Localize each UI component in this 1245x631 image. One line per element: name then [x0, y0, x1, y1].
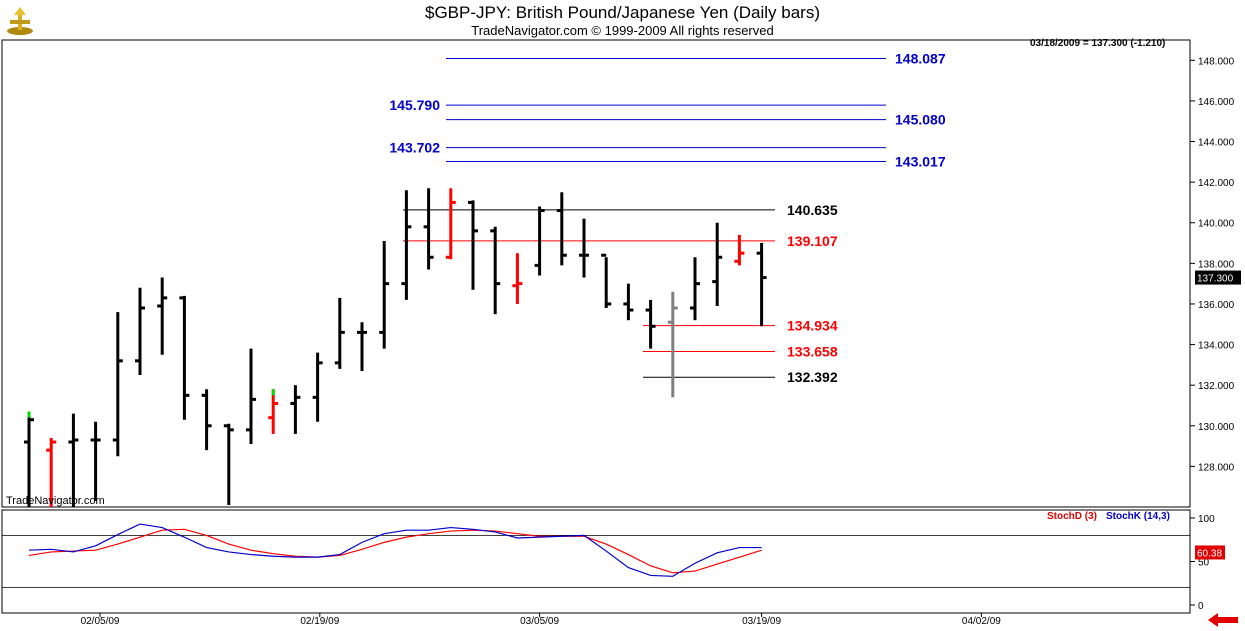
date-axis-label: 03/05/09	[520, 616, 559, 627]
level-label: 143.017	[895, 153, 946, 169]
level-label: 132.392	[787, 369, 838, 385]
level-label: 145.790	[389, 97, 440, 113]
date-axis-label: 02/05/09	[81, 616, 120, 627]
ohlc-bar	[423, 188, 434, 270]
navigator-logo-icon	[7, 7, 33, 35]
price-axis-label: 138.000	[1198, 259, 1235, 270]
ohlc-bar	[623, 283, 634, 321]
ohlc-bar	[401, 190, 412, 300]
stochd-line	[28, 528, 762, 574]
price-readout: 03/18/2009 = 137.300 (-1.210)	[1030, 38, 1166, 49]
ohlc-bar	[201, 389, 212, 451]
ohlc-bar	[90, 421, 101, 501]
ohlc-bar	[556, 192, 567, 266]
stochastic-last-value-label: 60.38	[1197, 548, 1222, 559]
ohlc-bar	[179, 295, 190, 420]
ohlc-bar	[357, 322, 367, 371]
ohlc-bar	[112, 312, 123, 457]
stochastic-axis-label: 0	[1198, 601, 1204, 612]
ohlc-bar	[579, 218, 589, 278]
level-label: 134.934	[787, 318, 838, 334]
ohlc-bar	[334, 297, 345, 369]
date-axis-label: 02/19/09	[300, 616, 339, 627]
ohlc-bar	[312, 352, 323, 422]
stochastic-axis-label: 50	[1198, 558, 1210, 569]
price-axis-label: 134.000	[1198, 341, 1235, 352]
ohlc-bar	[46, 437, 57, 507]
ohlc-bar	[290, 385, 301, 434]
date-axis-label: 04/02/09	[962, 616, 1001, 627]
chart-subtitle: TradeNavigator.com © 1999-2009 All right…	[471, 23, 774, 38]
price-axis-label: 130.000	[1198, 422, 1235, 433]
ohlc-bar	[468, 200, 478, 290]
ohlc-bar	[512, 253, 523, 304]
ohlc-bar	[490, 226, 501, 315]
level-label: 139.107	[787, 233, 838, 249]
stochastic-last-value-box	[1195, 545, 1225, 560]
stochk-line	[28, 523, 762, 577]
level-label: 145.080	[895, 112, 946, 128]
chart-title: $GBP-JPY: British Pound/Japanese Yen (Da…	[425, 3, 820, 22]
level-label: 148.087	[895, 51, 946, 67]
ohlc-bar	[756, 243, 767, 327]
stochd-legend: StochD (3)	[1047, 511, 1097, 522]
ohlc-bar	[645, 299, 656, 349]
ohlc-bar	[534, 206, 545, 276]
stochk-legend: StochK (14,3)	[1106, 511, 1170, 522]
ohlc-bar	[667, 291, 678, 398]
ohlc-bar	[734, 234, 745, 266]
scroll-left-arrow-icon[interactable]	[1206, 612, 1240, 628]
level-label: 143.702	[389, 140, 440, 156]
price-axis-label: 148.000	[1198, 56, 1235, 67]
ohlc-bar	[68, 413, 79, 507]
price-axis-label: 144.000	[1198, 138, 1235, 149]
ohlc-bar	[445, 188, 456, 260]
ohlc-bar	[379, 241, 390, 349]
ohlc-bar	[712, 222, 723, 306]
stochastic-axis-label: 100	[1198, 514, 1215, 525]
date-axis-label: 03/19/09	[742, 616, 781, 627]
ohlc-bar	[601, 253, 612, 309]
last-price-box	[1195, 270, 1241, 285]
ohlc-bar	[24, 411, 34, 507]
price-axis-label: 128.000	[1198, 462, 1235, 473]
ohlc-bar	[246, 348, 256, 445]
price-axis-label: 132.000	[1198, 381, 1235, 392]
price-axis-label: 146.000	[1198, 97, 1235, 108]
price-panel-frame	[1, 39, 1191, 508]
ohlc-bar	[157, 277, 168, 355]
price-axis-label: 140.000	[1198, 219, 1235, 230]
ohlc-bar	[223, 423, 234, 505]
level-label: 140.635	[787, 202, 838, 218]
last-price-label: 137.300	[1197, 274, 1234, 285]
ohlc-bar	[690, 257, 700, 321]
stochastic-panel-frame	[1, 509, 1191, 614]
ohlc-bar	[268, 389, 279, 434]
level-label: 133.658	[787, 344, 838, 360]
price-axis-label: 136.000	[1198, 300, 1235, 311]
watermark-text: TradeNavigator.com	[6, 495, 105, 507]
price-axis-label: 142.000	[1198, 178, 1235, 189]
ohlc-bar	[135, 287, 145, 376]
